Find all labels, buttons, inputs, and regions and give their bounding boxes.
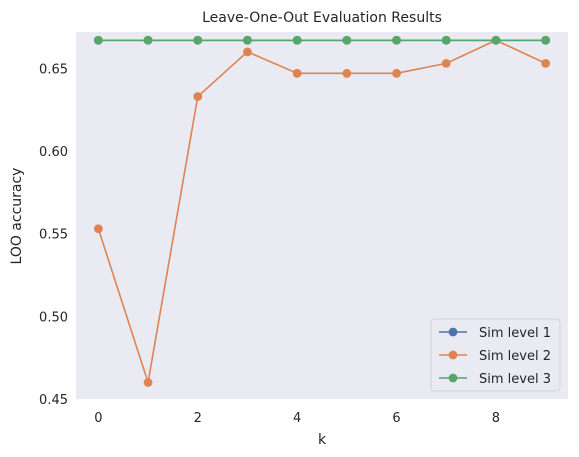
y-axis-ticks: 0.45 0.50 0.55 0.60 0.65 [39,62,68,408]
data-point [193,35,203,45]
data-point [441,35,451,45]
x-tick-label: 8 [492,411,500,426]
data-point [193,92,203,101]
data-point [243,47,252,57]
legend-item: Sim level 2 [439,349,551,364]
series-3 [93,35,551,45]
legend-box [430,318,561,392]
legend-label: Sim level 2 [479,349,551,364]
series-line [97,39,546,383]
series-layer [93,35,551,387]
x-tick-label: 0 [94,411,102,426]
legend-item: Sim level 1 [439,326,551,341]
data-point [541,59,551,68]
y-tick-label: 0.60 [39,145,68,160]
legend-item: Sim level 3 [439,372,551,387]
x-axis-label: k [318,432,327,448]
data-point [292,68,302,78]
data-point [392,68,401,78]
legend-marker [448,350,458,360]
data-point [541,35,551,45]
legend: Sim level 1 Sim level 2 Sim level 3 [430,318,561,392]
y-tick-label: 0.50 [39,310,68,325]
data-point [491,35,501,45]
data-point [93,35,103,45]
data-point [143,378,153,387]
data-point [342,35,352,45]
series-2 [93,35,551,387]
y-tick-label: 0.65 [39,62,68,77]
x-axis-ticks: 0 2 4 6 8 [94,411,500,426]
y-axis-label: LOO accuracy [9,168,25,265]
x-tick-label: 4 [293,411,301,426]
data-point [342,68,352,78]
chart-title: Leave-One-Out Evaluation Results [202,10,442,26]
x-tick-label: 6 [392,411,400,426]
y-tick-label: 0.45 [39,393,68,408]
x-tick-label: 2 [194,411,202,426]
legend-label: Sim level 1 [479,326,551,341]
data-point [93,224,103,234]
data-point [441,59,451,68]
data-point [392,35,401,45]
data-point [143,35,153,45]
data-point [243,35,252,45]
y-tick-label: 0.55 [39,228,68,243]
legend-marker [448,373,458,383]
legend-label: Sim level 3 [479,372,551,387]
legend-marker [448,327,458,337]
data-point [292,35,302,45]
